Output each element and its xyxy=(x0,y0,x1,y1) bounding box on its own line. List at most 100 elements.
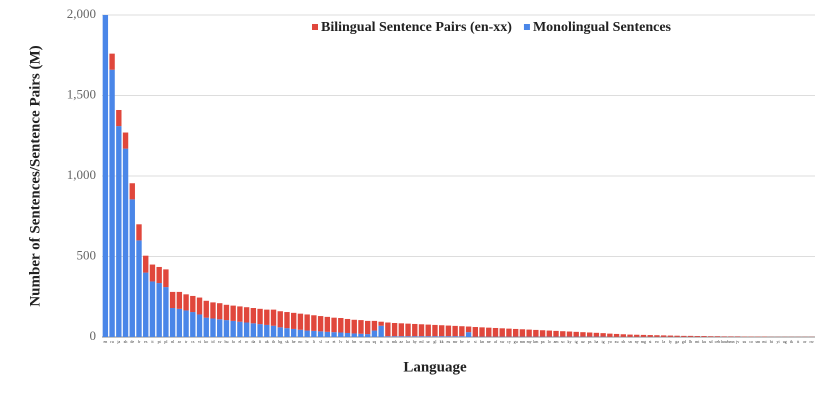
bar-segment xyxy=(647,335,653,337)
bar-segment xyxy=(600,333,606,337)
bar-segment xyxy=(459,336,465,337)
bar-segment xyxy=(385,336,391,337)
x-tick-label: is xyxy=(387,339,390,344)
legend-swatch xyxy=(312,24,318,30)
bar-segment xyxy=(714,336,721,337)
x-tick-label: nl xyxy=(171,339,175,344)
bar-segment xyxy=(492,327,499,337)
bar-segment xyxy=(681,335,687,337)
legend-label: Monolingual Sentences xyxy=(533,20,672,35)
x-tick-label: ps xyxy=(588,339,592,344)
x-tick-label: es xyxy=(144,339,148,344)
x-tick-label: sn xyxy=(628,339,632,344)
bar-segment xyxy=(687,335,694,337)
bar-segment xyxy=(297,313,304,330)
bar-segment xyxy=(149,281,156,337)
x-tick-label: te xyxy=(467,339,470,344)
bar-segment xyxy=(412,323,418,337)
bar-segment xyxy=(365,334,371,337)
x-tick-label: my xyxy=(527,339,532,344)
bar-segment xyxy=(445,325,452,337)
bar-segment xyxy=(371,330,378,337)
bar-segment xyxy=(438,325,445,337)
x-tick-label: ml xyxy=(419,339,424,344)
bar-segment xyxy=(385,322,391,337)
bar-segment xyxy=(627,334,633,337)
x-tick-label: ha xyxy=(595,339,599,344)
bar-segment xyxy=(129,183,135,200)
x-tick-label: no xyxy=(298,339,302,344)
x-tick-label: cy xyxy=(507,339,511,344)
x-tick-label: ne xyxy=(487,339,491,344)
bar-segment xyxy=(351,319,357,334)
bar-segment xyxy=(277,311,283,328)
bar-segment xyxy=(405,323,411,337)
bar-segment xyxy=(122,148,129,337)
bar-segment xyxy=(176,308,183,337)
bar-segment xyxy=(291,328,297,337)
bar-segment xyxy=(190,295,196,313)
bar-segment xyxy=(183,294,189,311)
x-tick-label: lv xyxy=(339,339,342,344)
x-tick-label: yi xyxy=(776,339,780,344)
x-tick-label: th xyxy=(272,339,275,344)
x-tick-label: ro xyxy=(245,339,248,344)
x-tick-label: fy xyxy=(669,339,672,344)
bar-segment xyxy=(371,320,378,331)
x-axis-title: Language xyxy=(403,359,467,375)
y-tick-label: 2,000 xyxy=(67,6,96,21)
x-tick-label: tr xyxy=(185,339,188,344)
x-tick-label: rw xyxy=(810,339,814,344)
bar-segment xyxy=(412,336,418,337)
x-tick-label: lo xyxy=(548,339,551,344)
bar-segment xyxy=(143,272,149,337)
bar-segment xyxy=(230,305,236,321)
bar-segment xyxy=(237,321,243,337)
y-tick-label: 1,500 xyxy=(67,86,96,101)
x-tick-label: zu xyxy=(615,339,619,344)
bar-segment xyxy=(210,318,216,337)
x-tick-label: gd xyxy=(682,339,686,344)
bar-segment xyxy=(560,331,566,337)
x-tick-label: ta xyxy=(380,339,383,344)
x-tick-label: eu xyxy=(447,339,451,344)
x-tick-label: km xyxy=(533,339,539,344)
bar-segment xyxy=(358,333,364,337)
bar-segment xyxy=(512,328,519,337)
bar-segment xyxy=(129,199,135,337)
bar-segment xyxy=(176,291,183,309)
x-tick-label: gu xyxy=(514,339,518,344)
bar-segment xyxy=(156,283,162,337)
bar-segment xyxy=(391,322,398,337)
x-tick-label: pa xyxy=(541,339,545,344)
x-tick-label: am xyxy=(554,339,560,344)
x-tick-label: sl xyxy=(319,339,323,344)
bar-segment xyxy=(378,321,384,326)
bar-segment xyxy=(169,291,176,309)
bar-segment xyxy=(331,332,337,337)
bar-segment xyxy=(291,312,297,329)
bar-segment xyxy=(102,15,109,337)
bar-segment xyxy=(472,327,479,337)
bar-segment xyxy=(250,308,257,324)
x-tick-label: lb xyxy=(689,339,692,344)
bar-segment xyxy=(566,331,573,337)
bar-segment xyxy=(203,300,209,318)
bar-segment xyxy=(398,336,405,337)
x-tick-label: mn xyxy=(520,339,525,344)
x-tick-label: fi xyxy=(259,339,262,344)
x-tick-label: ig xyxy=(602,339,605,344)
bar-segment xyxy=(136,240,142,337)
bar-segment xyxy=(580,332,586,337)
x-tick-label: hi xyxy=(346,339,350,344)
bar-segment xyxy=(324,316,331,332)
x-tick-label: id xyxy=(211,339,214,344)
x-tick-label: ky xyxy=(567,339,571,344)
x-tick-label: pt xyxy=(158,339,162,344)
x-tick-label: sw xyxy=(500,339,505,344)
x-tick-label: ht xyxy=(770,339,774,344)
bar-segment xyxy=(452,325,458,337)
x-tick-label: bg xyxy=(278,339,282,344)
bar-segment xyxy=(317,316,324,332)
